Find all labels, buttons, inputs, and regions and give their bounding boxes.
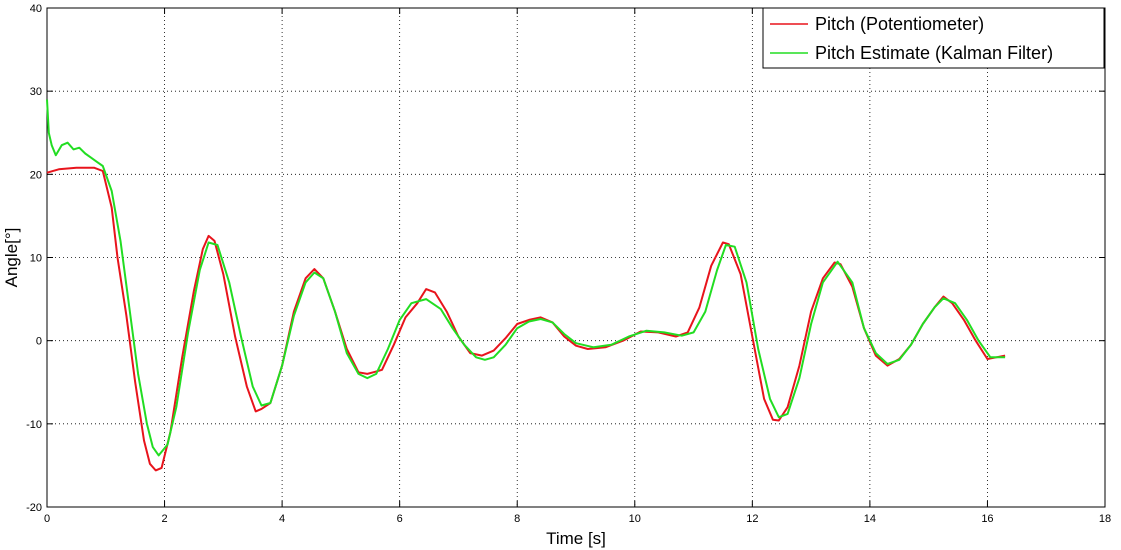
series-line-kalman: [46, 99, 1006, 457]
ticks: 0 2 4 6 8 10 12 14 16 18 -20 -10 0 10 20 30 40: [26, 3, 1111, 525]
grid: [47, 8, 1105, 507]
x-tick-label: 2: [161, 513, 167, 525]
y-tick-label: 30: [30, 86, 42, 98]
legend: Pitch (Potentiometer) Pitch Estimate (Ka…: [762, 7, 1105, 69]
x-tick-label: 18: [1099, 513, 1111, 525]
y-tick-label: -10: [26, 419, 42, 431]
x-tick-label: 14: [864, 513, 876, 525]
x-tick-label: 8: [514, 513, 520, 525]
y-tick-label: 20: [30, 169, 42, 181]
x-tick-label: 6: [397, 513, 403, 525]
y-tick-label: -20: [26, 502, 42, 514]
x-tick-label: 10: [629, 513, 641, 525]
legend-label-potentiometer: Pitch (Potentiometer): [815, 14, 984, 34]
x-axis-label: Time [s]: [546, 529, 606, 548]
y-tick-label: 0: [36, 336, 42, 348]
series-group: [46, 99, 1006, 472]
x-tick-label: 12: [746, 513, 758, 525]
x-tick-label: 4: [279, 513, 285, 525]
x-tick-label: 16: [981, 513, 993, 525]
y-tick-label: 40: [30, 3, 42, 15]
x-tick-label: 0: [44, 513, 50, 525]
legend-box: [762, 7, 1105, 69]
y-tick-label: 10: [30, 253, 42, 265]
legend-label-kalman: Pitch Estimate (Kalman Filter): [815, 43, 1053, 63]
y-axis-label: Angle[°]: [2, 228, 21, 288]
